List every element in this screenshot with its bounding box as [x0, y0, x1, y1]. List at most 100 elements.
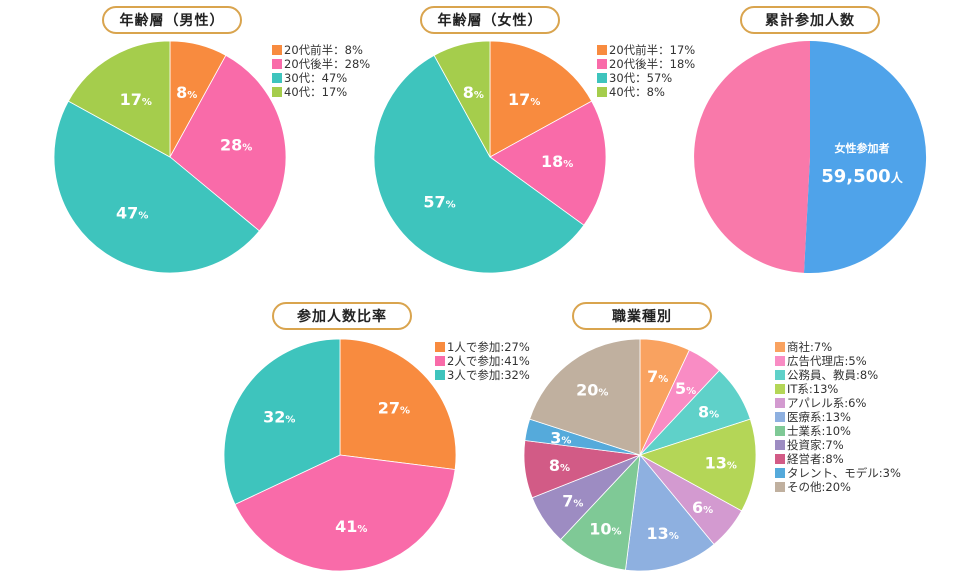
legend-item: IT系:13% [775, 382, 901, 396]
slice-percent-label-0-0: 8% [176, 83, 197, 102]
legend-label: 20代後半：28% [284, 57, 371, 71]
legend-swatch [435, 370, 445, 380]
legend-women-age: 20代前半：17% 20代後半：18% 30代：57% 40代：8% [597, 43, 695, 99]
legend-item: 40代：17% [272, 85, 370, 99]
slice-percent-label-4-7: 7% [562, 492, 583, 511]
pie-slice-2-0 [803, 40, 927, 273]
legend-swatch [775, 412, 785, 422]
legend-item: 投資家:7% [775, 438, 901, 452]
legend-swatch [775, 426, 785, 436]
slice-category-label-2-1: 女性参加者 [835, 141, 890, 155]
legend-swatch [272, 45, 282, 55]
chart-title-men-age: 年齢層（男性） [102, 6, 242, 34]
legend-label: 20代前半：8% [284, 43, 363, 57]
legend-swatch [272, 59, 282, 69]
legend-label: 投資家:7% [787, 438, 844, 452]
legend-item: 30代：57% [597, 71, 695, 85]
legend-swatch [775, 370, 785, 380]
slice-percent-label-1-3: 8% [463, 83, 484, 102]
legend-item: アパレル系:6% [775, 396, 901, 410]
slice-percent-label-4-3: 13% [705, 454, 737, 473]
legend-label: 40代：17% [284, 85, 348, 99]
legend-label: 広告代理店:5% [787, 354, 867, 368]
pie-slice-3-0 [339, 338, 457, 470]
slice-percent-label-4-1: 5% [675, 379, 696, 398]
legend-swatch [775, 454, 785, 464]
pie-slice-3-2 [223, 338, 341, 505]
pie-slice-4-3 [638, 418, 757, 512]
legend-swatch [435, 342, 445, 352]
slice-percent-label-4-2: 8% [698, 403, 719, 422]
legend-swatch [597, 73, 607, 83]
legend-label: 20代前半：17% [609, 43, 696, 57]
legend-participation-ratio: 1人で参加:27% 2人で参加:41% 3人で参加:32% [435, 340, 530, 382]
legend-label: 経営者:8% [787, 452, 844, 466]
slice-percent-label-3-1: 41% [335, 517, 367, 536]
legend-swatch [775, 468, 785, 478]
legend-item: 30代：47% [272, 71, 370, 85]
legend-item: 1人で参加:27% [435, 340, 530, 354]
legend-swatch [597, 87, 607, 97]
pie-slice-4-5 [625, 454, 715, 572]
slice-value-label-2-1: 59,500人 [821, 166, 903, 187]
slice-percent-label-3-2: 32% [263, 408, 295, 427]
legend-item: 40代：8% [597, 85, 695, 99]
pie-slice-3-1 [234, 454, 456, 572]
legend-swatch [775, 356, 785, 366]
chart-title-occupation: 職業種別 [572, 302, 712, 330]
pie-slice-1-0 [489, 40, 593, 158]
legend-item: 2人で参加:41% [435, 354, 530, 368]
slice-percent-label-1-1: 18% [541, 152, 573, 171]
legend-swatch [775, 384, 785, 394]
legend-label: 1人で参加:27% [447, 340, 530, 354]
pie-slice-0-3 [67, 40, 171, 158]
pie-slice-2-1 [694, 41, 810, 273]
legend-men-age: 20代前半：8% 20代後半：28% 30代：47% 40代：17% [272, 43, 370, 99]
legend-swatch [272, 73, 282, 83]
legend-label: 30代：47% [284, 71, 348, 85]
slice-percent-label-4-6: 10% [589, 520, 621, 539]
legend-item: 20代後半：28% [272, 57, 370, 71]
slice-percent-label-0-3: 17% [120, 90, 152, 109]
legend-occupation: 商社:7% 広告代理店:5% 公務員、教員:8% IT系:13% アパレル系:6% 医療系… [775, 340, 901, 494]
legend-label: 医療系:13% [787, 410, 851, 424]
legend-item: 20代後半：18% [597, 57, 695, 71]
legend-label: アパレル系:6% [787, 396, 867, 410]
legend-label: 40代：8% [609, 85, 665, 99]
legend-label: 公務員、教員:8% [787, 368, 879, 382]
chart-title-participation-ratio: 参加人数比率 [272, 302, 412, 330]
slice-percent-label-0-1: 28% [220, 135, 252, 154]
slice-percent-label-4-9: 3% [550, 428, 571, 447]
legend-swatch [435, 356, 445, 366]
legend-label: IT系:13% [787, 382, 839, 396]
legend-item: 20代前半：17% [597, 43, 695, 57]
chart-title-women-age: 年齢層（女性） [420, 6, 560, 34]
legend-label: 士業系:10% [787, 424, 851, 438]
legend-item: 公務員、教員:8% [775, 368, 901, 382]
legend-item: その他:20% [775, 480, 901, 494]
pie-slice-1-2 [373, 54, 585, 274]
legend-label: 20代後半：18% [609, 57, 696, 71]
pie-slice-4-10 [529, 338, 641, 456]
legend-swatch [775, 482, 785, 492]
legend-label: 商社:7% [787, 340, 833, 354]
slice-percent-label-4-10: 20% [576, 380, 608, 399]
legend-item: 20代前半：8% [272, 43, 370, 57]
slice-percent-label-4-4: 6% [692, 498, 713, 517]
legend-label: その他:20% [787, 480, 851, 494]
legend-item: 士業系:10% [775, 424, 901, 438]
legend-item: 商社:7% [775, 340, 901, 354]
legend-item: 医療系:13% [775, 410, 901, 424]
slice-percent-label-0-2: 47% [116, 204, 148, 223]
legend-label: 30代：57% [609, 71, 673, 85]
slice-percent-label-4-5: 13% [647, 524, 679, 543]
slice-percent-label-4-0: 7% [647, 367, 668, 386]
slice-percent-label-4-8: 8% [549, 456, 570, 475]
legend-swatch [775, 440, 785, 450]
pie-slice-0-2 [53, 100, 260, 274]
legend-label: 2人で参加:41% [447, 354, 530, 368]
legend-swatch [597, 59, 607, 69]
legend-swatch [775, 398, 785, 408]
slice-percent-label-3-0: 27% [378, 398, 410, 417]
